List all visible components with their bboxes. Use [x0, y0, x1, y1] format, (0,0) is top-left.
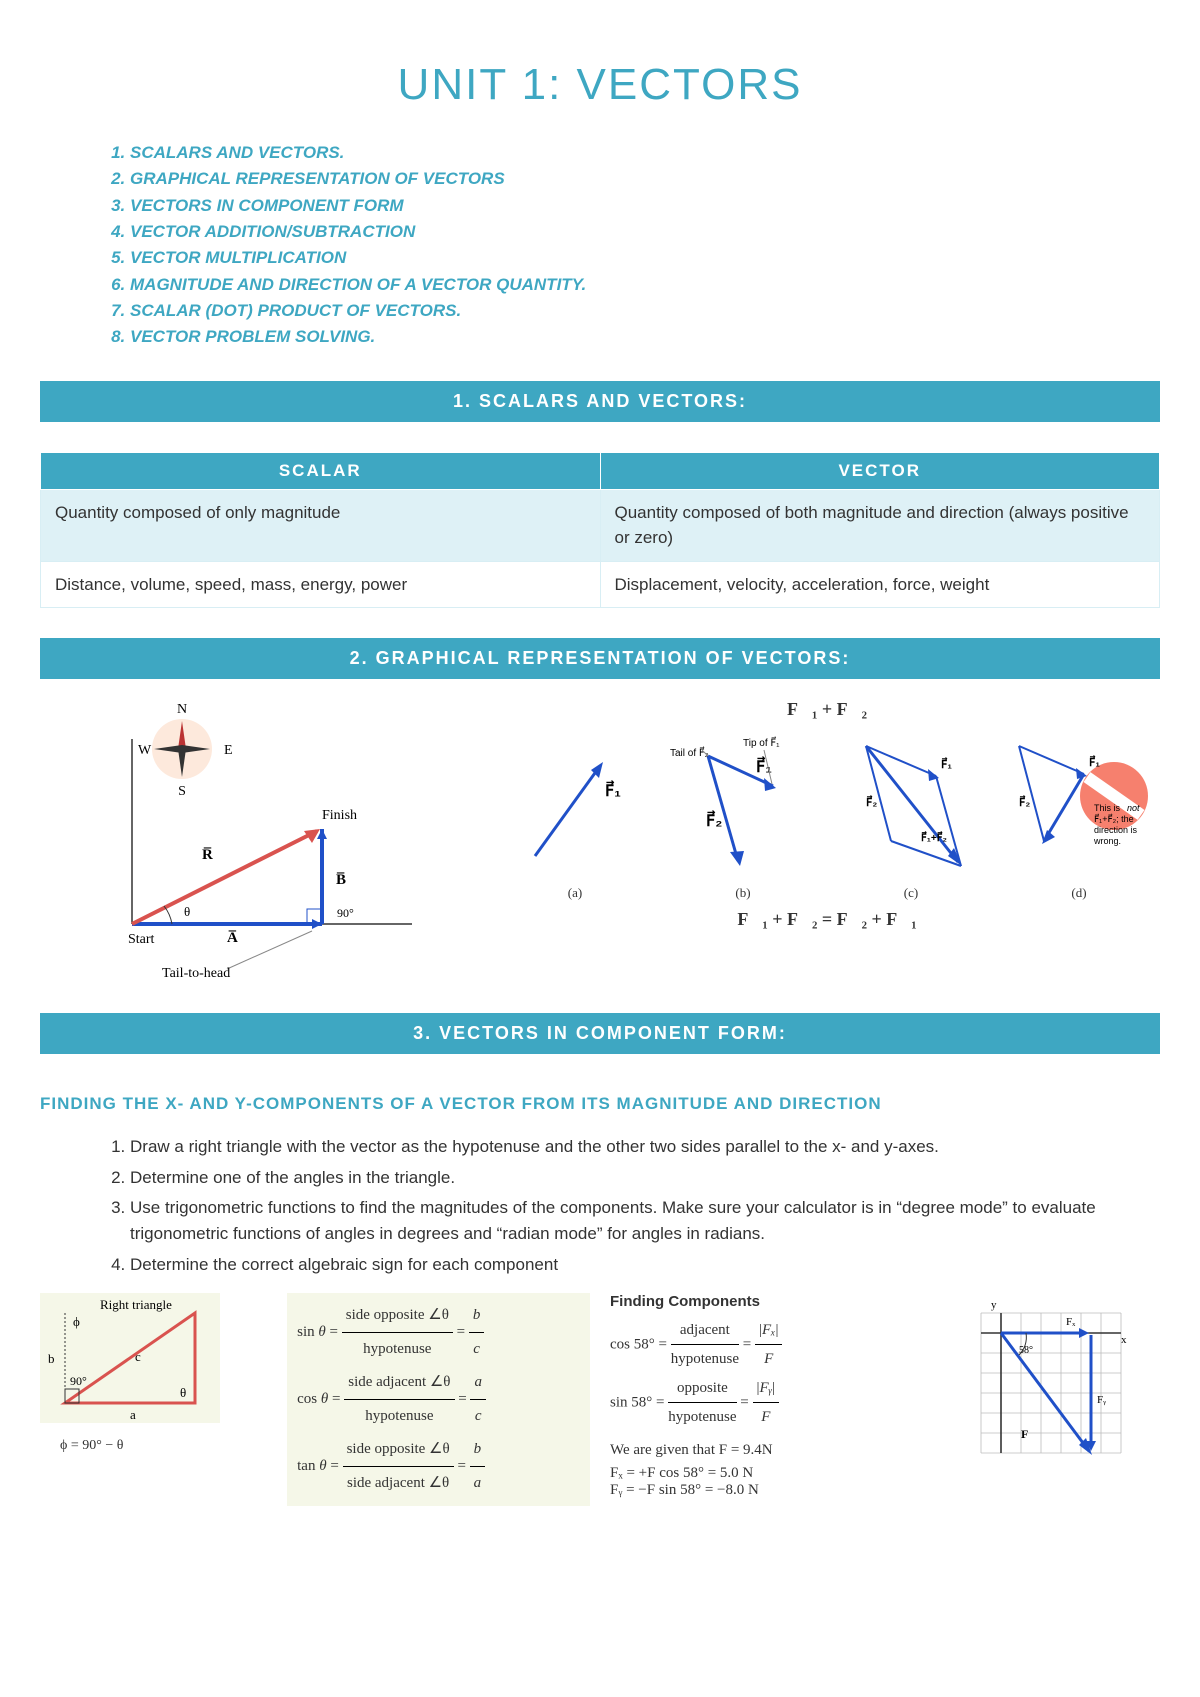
svg-text:ϕ: ϕ	[73, 1314, 80, 1329]
table-header-vector: VECTOR	[600, 452, 1160, 489]
section-3-bar: 3. VECTORS IN COMPONENT FORM:	[40, 1013, 1160, 1054]
svg-text:A̅: A̅	[227, 930, 238, 946]
svg-text:direction is: direction is	[1094, 825, 1138, 835]
svg-text:W: W	[138, 743, 152, 758]
toc-item: VECTOR ADDITION/SUBTRACTION	[130, 219, 1160, 245]
svg-text:x: x	[1121, 1334, 1127, 1346]
svg-text:F⃗₁+F⃗₂; the: F⃗₁+F⃗₂; the	[1094, 814, 1134, 825]
toc-item: SCALAR (DOT) PRODUCT OF VECTORS.	[130, 298, 1160, 324]
svg-text:This is: This is	[1094, 803, 1121, 813]
vector-addition-panels: F⃗₁ + F⃗₂ F⃗₁ (a) F⃗₁ F⃗₂	[494, 699, 1160, 930]
svg-text:c: c	[135, 1349, 141, 1364]
svg-text:F⃗₂: F⃗₂	[706, 810, 722, 830]
svg-text:F⃗: F⃗	[1021, 1427, 1038, 1441]
svg-text:58°: 58°	[1019, 1345, 1033, 1356]
svg-text:Tail of F⃗₂: Tail of F⃗₂	[670, 746, 709, 759]
trig-definitions: sin θ = side opposite ∠θhypotenuse = bc …	[287, 1293, 590, 1506]
panel-a-caption: (a)	[494, 885, 656, 901]
svg-text:F⃗₂: F⃗₂	[866, 795, 877, 809]
sum-formula-top: F⃗₁ + F⃗₂	[494, 699, 1160, 720]
scalar-vector-table: SCALAR VECTOR Quantity composed of only …	[40, 452, 1160, 609]
panel-c: F⃗₁ F⃗₂ F⃗₁+F⃗₂ (c)	[830, 726, 992, 901]
panel-a: F⃗₁ (a)	[494, 726, 656, 901]
svg-text:F⃗₁: F⃗₁	[941, 757, 952, 771]
step-item: Determine the correct algebraic sign for…	[130, 1252, 1160, 1278]
sin-def: sin θ = side opposite ∠θhypotenuse = bc	[297, 1299, 580, 1366]
table-cell: Quantity composed of both magnitude and …	[600, 489, 1160, 561]
svg-text:90°: 90°	[337, 906, 354, 920]
table-cell: Quantity composed of only magnitude	[41, 489, 601, 561]
svg-text:wrong.: wrong.	[1093, 836, 1121, 846]
finding-title: Finding Components	[610, 1293, 951, 1310]
sin58: sin 58° = oppositehypotenuse = |Fᵧ|F	[610, 1374, 951, 1432]
svg-text:90°: 90°	[70, 1374, 87, 1388]
sum-formula-bottom: F⃗₁ + F⃗₂ = F⃗₂ + F⃗₁	[494, 909, 1160, 930]
svg-text:not: not	[1127, 803, 1140, 813]
svg-text:b: b	[48, 1351, 55, 1366]
panel-d: F⃗₁ F⃗₂ This is not F⃗₁+F⃗₂; the directi…	[998, 726, 1160, 901]
finding-components: Finding Components cos 58° = adjacenthyp…	[610, 1293, 951, 1499]
step-item: Use trigonometric functions to find the …	[130, 1195, 1160, 1248]
compass-tail-to-head-diagram: N E S W A̅ B̅ 90° R̅ θ Star	[40, 699, 484, 983]
component-formulas: 90° a b c θ ϕ Right triangle ϕ = 90° − θ…	[40, 1293, 1160, 1506]
panel-c-caption: (c)	[830, 885, 992, 901]
svg-text:Finish: Finish	[322, 808, 357, 823]
toc-item: VECTORS IN COMPONENT FORM	[130, 193, 1160, 219]
svg-text:B̅: B̅	[336, 872, 346, 888]
svg-text:θ: θ	[180, 1385, 186, 1400]
table-cell: Distance, volume, speed, mass, energy, p…	[41, 561, 601, 608]
section-1-bar: 1. SCALARS AND VECTORS:	[40, 381, 1160, 422]
toc-item: SCALARS AND VECTORS.	[130, 140, 1160, 166]
svg-text:R̅: R̅	[202, 847, 213, 863]
graphical-diagrams: N E S W A̅ B̅ 90° R̅ θ Star	[40, 699, 1160, 983]
step-item: Determine one of the angles in the trian…	[130, 1165, 1160, 1191]
table-header-scalar: SCALAR	[41, 452, 601, 489]
svg-text:Start: Start	[128, 932, 155, 947]
toc-item: MAGNITUDE AND DIRECTION OF A VECTOR QUAN…	[130, 272, 1160, 298]
svg-text:S: S	[178, 784, 186, 799]
given-f: We are given that F = 9.4N	[610, 1442, 951, 1459]
svg-text:θ: θ	[184, 904, 190, 919]
svg-text:F⃗₁: F⃗₁	[605, 780, 621, 800]
svg-text:Fₓ: Fₓ	[1066, 1316, 1076, 1328]
panel-b: F⃗₁ F⃗₂ Tail of F⃗₂ Tip of F⃗₁ (b)	[662, 726, 824, 901]
component-steps: Draw a right triangle with the vector as…	[130, 1134, 1160, 1278]
right-triangle-diagram: 90° a b c θ ϕ Right triangle ϕ = 90° − θ	[40, 1293, 267, 1454]
svg-text:Tail-to-head: Tail-to-head	[162, 966, 230, 979]
page-title: UNIT 1: VECTORS	[40, 60, 1160, 110]
svg-text:N: N	[177, 702, 187, 717]
step-item: Draw a right triangle with the vector as…	[130, 1134, 1160, 1160]
toc-item: VECTOR MULTIPLICATION	[130, 245, 1160, 271]
panel-d-caption: (d)	[998, 885, 1160, 901]
svg-text:E: E	[224, 743, 233, 758]
fx-result: Fₓ = +F cos 58° = 5.0 N	[610, 1465, 951, 1482]
table-of-contents: SCALARS AND VECTORS.GRAPHICAL REPRESENTA…	[130, 140, 1160, 351]
fy-result: Fᵧ = −F sin 58° = −8.0 N	[610, 1482, 951, 1499]
svg-text:F⃗₁+F⃗₂: F⃗₁+F⃗₂	[921, 831, 947, 844]
section-2-bar: 2. GRAPHICAL REPRESENTATION OF VECTORS:	[40, 638, 1160, 679]
svg-text:F⃗₁: F⃗₁	[1089, 755, 1100, 769]
toc-item: VECTOR PROBLEM SOLVING.	[130, 324, 1160, 350]
table-cell: Displacement, velocity, acceleration, fo…	[600, 561, 1160, 608]
toc-item: GRAPHICAL REPRESENTATION OF VECTORS	[130, 166, 1160, 192]
grid-component-diagram: y x Fₓ F⃗ Fᵧ 58°	[971, 1293, 1160, 1478]
svg-text:Fᵧ: Fᵧ	[1097, 1394, 1106, 1406]
tan-def: tan θ = side opposite ∠θside adjacent ∠θ…	[297, 1433, 580, 1500]
panel-b-caption: (b)	[662, 885, 824, 901]
svg-text:Right triangle: Right triangle	[100, 1297, 172, 1312]
cos-def: cos θ = side adjacent ∠θhypotenuse = ac	[297, 1366, 580, 1433]
cos58: cos 58° = adjacenthypotenuse = |Fₓ|F	[610, 1316, 951, 1374]
phi-relation: ϕ = 90° − θ	[60, 1438, 267, 1454]
svg-text:F⃗₂: F⃗₂	[1019, 795, 1030, 809]
svg-text:y: y	[991, 1299, 997, 1311]
svg-text:Tip of F⃗₁: Tip of F⃗₁	[743, 736, 780, 749]
components-heading: FINDING THE X- AND Y-COMPONENTS OF A VEC…	[40, 1094, 1160, 1114]
svg-text:a: a	[130, 1407, 136, 1422]
